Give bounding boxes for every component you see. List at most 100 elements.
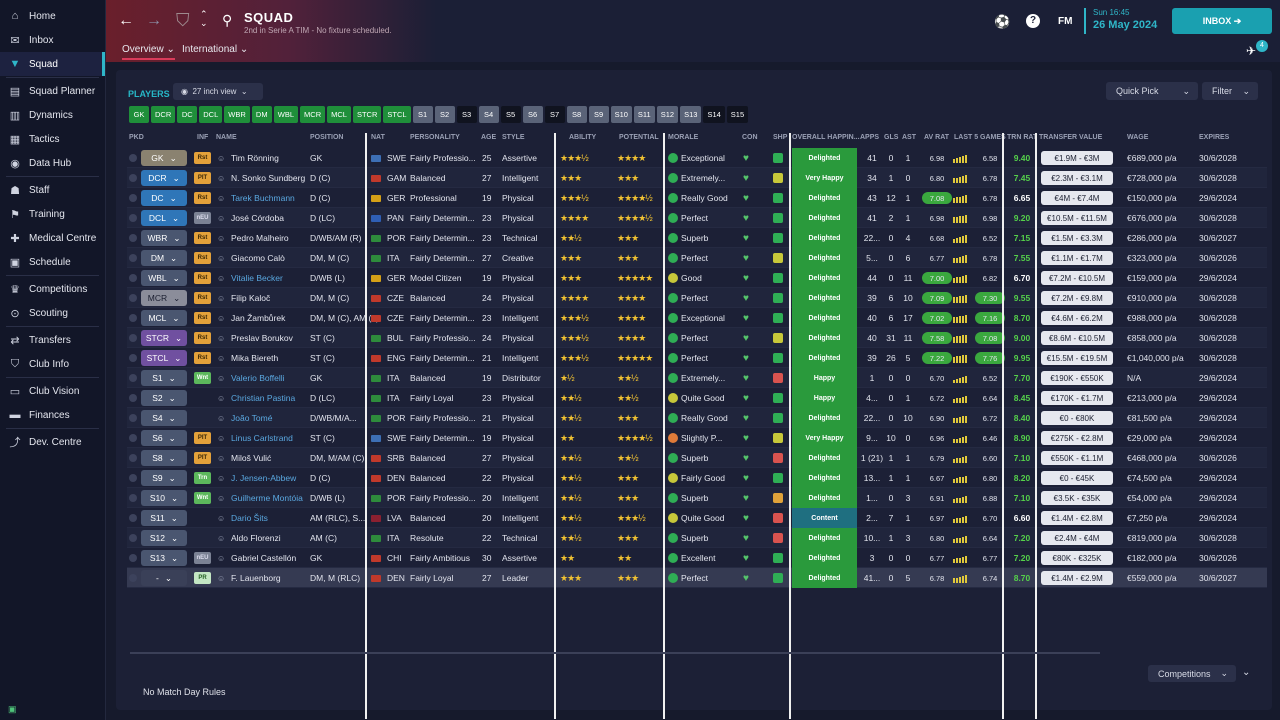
position-selector[interactable]: S4 ⌄ [141, 410, 187, 426]
column-header-gls[interactable]: GLS [884, 134, 899, 141]
position-selector[interactable]: STCR ⌄ [141, 330, 187, 346]
pick-checkbox[interactable] [129, 574, 137, 582]
date-display[interactable]: Sun 16:45 26 May 2024 [1084, 8, 1157, 34]
sidebar-item-home[interactable]: ⌂ Home [0, 4, 105, 28]
position-selector[interactable]: MCR ⌄ [141, 290, 187, 306]
column-header-wage[interactable]: WAGE [1127, 134, 1149, 141]
player-name[interactable]: Jan Žambůrek [231, 313, 286, 323]
player-name[interactable]: Aldo Florenzi [231, 533, 281, 543]
competitions-dropdown[interactable]: Competitions ⌄ [1148, 665, 1236, 682]
sidebar-item-transfers[interactable]: ⇄ Transfers [0, 328, 105, 352]
column-header-overall-happin[interactable]: OVERALL HAPPIN... [792, 134, 860, 141]
sidebar-item-competitions[interactable]: ♛ Competitions [0, 277, 105, 301]
chevron-down-icon[interactable]: ⌄ [1242, 667, 1251, 678]
pick-checkbox[interactable] [129, 494, 137, 502]
sidebar-item-medical-centre[interactable]: ✚ Medical Centre [0, 226, 105, 250]
position-selector[interactable]: S6 ⌄ [141, 430, 187, 446]
pick-checkbox[interactable] [129, 534, 137, 542]
sidebar-item-dynamics[interactable]: ▥ Dynamics [0, 103, 105, 127]
position-button-gk[interactable]: GK [129, 106, 149, 123]
position-button-s4[interactable]: S4 [478, 106, 499, 123]
position-selector[interactable]: S12 ⌄ [141, 530, 187, 546]
table-row[interactable]: STCL ⌄ Rst ☺ Mika Biereth ST (C) ENG Fairly De… [127, 348, 1267, 368]
column-header-ability[interactable]: ABILITY [569, 134, 597, 141]
position-selector[interactable]: S13 ⌄ [141, 550, 187, 566]
position-button-dcl[interactable]: DCL [199, 106, 223, 123]
position-selector[interactable]: DCR ⌄ [141, 170, 187, 186]
player-name[interactable]: Vitalie Becker [231, 273, 283, 283]
column-header-con[interactable]: CON [742, 134, 758, 141]
position-selector[interactable]: GK ⌄ [141, 150, 187, 166]
column-header-age[interactable]: AGE [481, 134, 497, 141]
pick-checkbox[interactable] [129, 354, 137, 362]
table-row[interactable]: DCL ⌄ nEU ☺ José Córdoba D (LC) PAN Fairly Det… [127, 208, 1267, 228]
column-header-trn-rat[interactable]: TRN RAT [1007, 134, 1038, 141]
quick-pick-button[interactable]: Quick Pick ⌄ [1106, 82, 1198, 100]
pick-checkbox[interactable] [129, 314, 137, 322]
table-row[interactable]: S8 ⌄ PIT ☺ Miloš Vulić DM, M/AM (C) SRB Balanc… [127, 448, 1267, 468]
tab-overview[interactable]: Overview ⌄ [122, 44, 175, 60]
table-row[interactable]: MCL ⌄ Rst ☺ Jan Žambůrek DM, M (C), AM (L) CZ… [127, 308, 1267, 328]
column-header-apps[interactable]: APPS [860, 134, 880, 141]
table-row[interactable]: S6 ⌄ PIT ☺ Linus Carlstrand ST (C) SWE Fairly … [127, 428, 1267, 448]
pick-checkbox[interactable] [129, 474, 137, 482]
player-name[interactable]: Preslav Borukov [231, 333, 293, 343]
table-row[interactable]: WBR ⌄ Rst ☺ Pedro Malheiro D/WB/AM (R) POR Fai… [127, 228, 1267, 248]
table-row[interactable]: WBL ⌄ Rst ☺ Vitalie Becker D/WB (L) GER Model … [127, 268, 1267, 288]
position-button-s14[interactable]: S14 [703, 106, 725, 123]
position-button-dm[interactable]: DM [251, 106, 272, 123]
table-row[interactable]: S2 ⌄ ☺ Christian Pastina D (LC) ITA Fairly Lo… [127, 388, 1267, 408]
sidebar-item-training[interactable]: ⚑ Training [0, 202, 105, 226]
column-header-position[interactable]: POSITION [310, 134, 344, 141]
club-crest-icon[interactable]: ⛉ [176, 10, 190, 30]
position-button-s12[interactable]: S12 [656, 106, 679, 123]
position-selector[interactable]: S2 ⌄ [141, 390, 187, 406]
pick-checkbox[interactable] [129, 194, 137, 202]
table-row[interactable]: DCR ⌄ PIT ☺ N. Sonko Sundberg D (C) GAM Balanc… [127, 168, 1267, 188]
player-name[interactable]: Linus Carlstrand [231, 433, 293, 443]
table-row[interactable]: GK ⌄ Rst ☺ Tim Rönning GK SWE Fairly Professio… [127, 148, 1267, 168]
forward-arrow-icon[interactable]: → [146, 12, 162, 29]
pick-checkbox[interactable] [129, 394, 137, 402]
player-name[interactable]: Guilherme Montóia [231, 493, 303, 503]
player-name[interactable]: Valerio Boffelli [231, 373, 285, 383]
player-name[interactable]: Tarek Buchmann [231, 193, 295, 203]
help-icon[interactable]: ? [1026, 14, 1040, 28]
position-selector[interactable]: S9 ⌄ [141, 470, 187, 486]
position-selector[interactable]: DM ⌄ [141, 250, 187, 266]
position-button-s1[interactable]: S1 [412, 106, 433, 123]
table-row[interactable]: S13 ⌄ nEU ☺ Gabriel Castellón GK CHI Fairly Am… [127, 548, 1267, 568]
player-name[interactable]: Giacomo Calò [231, 253, 285, 263]
player-name[interactable]: Christian Pastina [231, 393, 296, 403]
pick-checkbox[interactable] [129, 234, 137, 242]
column-header-transfer-value[interactable]: TRANSFER VALUE [1039, 134, 1103, 141]
position-button-s3[interactable]: S3 [456, 106, 477, 123]
pick-checkbox[interactable] [129, 454, 137, 462]
fm-menu-button[interactable]: FM [1058, 16, 1073, 27]
position-button-s11[interactable]: S11 [633, 106, 655, 123]
sidebar-item-club-info[interactable]: ⛉ Club Info [0, 352, 105, 376]
column-header-last-5-games[interactable]: LAST 5 GAMES [954, 134, 1006, 141]
position-selector[interactable]: DCL ⌄ [141, 210, 187, 226]
column-header-inf[interactable]: INF [197, 134, 209, 141]
position-selector[interactable]: S11 ⌄ [141, 510, 187, 526]
table-row[interactable]: S4 ⌄ ☺ João Tomé D/WB/M/A... POR Fairly Profe… [127, 408, 1267, 428]
position-selector[interactable]: WBL ⌄ [141, 270, 187, 286]
position-button-dcr[interactable]: DCR [151, 106, 176, 123]
table-row[interactable]: DM ⌄ Rst ☺ Giacomo Calò DM, M (C) ITA Fairly D… [127, 248, 1267, 268]
position-selector[interactable]: S1 ⌄ [141, 370, 187, 386]
position-button-stcr[interactable]: STCR [352, 106, 382, 123]
table-row[interactable]: S1 ⌄ Wnt ☺ Valerio Boffelli GK ITA Balanced 19 D… [127, 368, 1267, 388]
search-icon[interactable]: ⚲ [222, 12, 233, 28]
back-arrow-icon[interactable]: ← [118, 12, 134, 29]
player-name[interactable]: J. Jensen-Abbew [231, 473, 297, 483]
pick-checkbox[interactable] [129, 274, 137, 282]
sidebar-item-scouting[interactable]: ⊙ Scouting [0, 301, 105, 325]
position-button-s13[interactable]: S13 [680, 106, 702, 123]
column-header-pkd[interactable]: PKD [129, 134, 144, 141]
position-button-s15[interactable]: S15 [726, 106, 749, 123]
position-selector[interactable]: S10 ⌄ [141, 490, 187, 506]
position-selector[interactable]: S8 ⌄ [141, 450, 187, 466]
view-selector[interactable]: ◉ 27 inch view ⌄ [173, 83, 263, 100]
table-row[interactable]: S12 ⌄ ☺ Aldo Florenzi AM (C) ITA Resolute 22 Te… [127, 528, 1267, 548]
